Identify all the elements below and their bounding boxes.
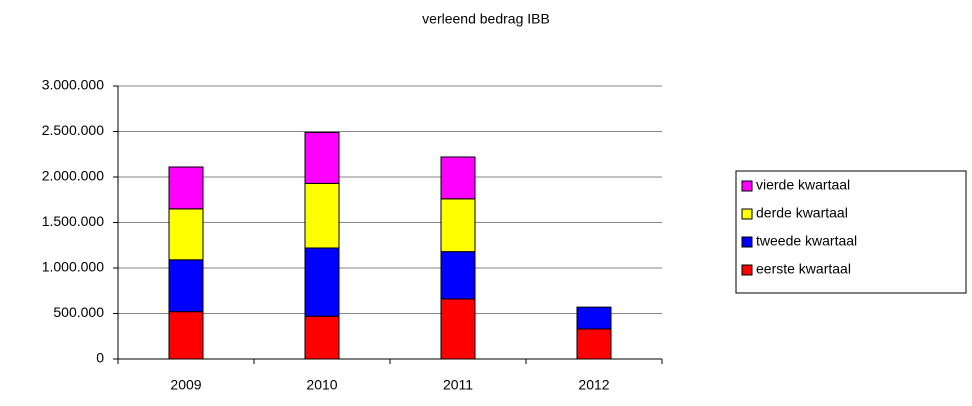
- x-tick-label: 2012: [578, 377, 609, 393]
- chart-title: verleend bedrag IBB: [422, 11, 550, 27]
- legend-label: tweede kwartaal: [756, 233, 857, 249]
- legend-swatch: [741, 236, 753, 248]
- legend-label: derde kwartaal: [756, 205, 848, 221]
- bar-segment: [168, 259, 204, 313]
- bar-segment: [576, 306, 612, 330]
- bar-segment: [304, 182, 340, 249]
- legend-box: [735, 170, 967, 294]
- bar-segment: [440, 156, 476, 200]
- bar-segment: [440, 298, 476, 360]
- y-tick-label: 0: [96, 350, 104, 366]
- y-tick-label: 1.500.000: [42, 213, 104, 229]
- x-tick-label: 2011: [443, 377, 473, 393]
- x-tick-label: 2010: [306, 377, 337, 393]
- bar-segment: [440, 251, 476, 300]
- bar-segment: [440, 198, 476, 253]
- bar-segment: [576, 328, 612, 360]
- x-tick-label: 2009: [170, 377, 201, 393]
- y-tick-label: 500.000: [53, 304, 104, 320]
- y-tick-label: 1.000.000: [42, 259, 104, 275]
- legend-swatch: [741, 180, 753, 192]
- legend-label: vierde kwartaal: [756, 177, 850, 193]
- bar-segment: [168, 166, 204, 210]
- legend-swatch: [741, 208, 753, 220]
- legend-swatch: [741, 264, 753, 276]
- bar-segment: [304, 315, 340, 360]
- bar-segment: [304, 247, 340, 317]
- bar-segment: [304, 131, 340, 184]
- bar-segment: [168, 208, 204, 261]
- y-tick-label: 2.500.000: [42, 122, 104, 138]
- legend-label: eerste kwartaal: [756, 261, 851, 277]
- bar-segment: [168, 311, 204, 360]
- y-tick-label: 3.000.000: [42, 77, 104, 93]
- y-tick-label: 2.000.000: [42, 168, 104, 184]
